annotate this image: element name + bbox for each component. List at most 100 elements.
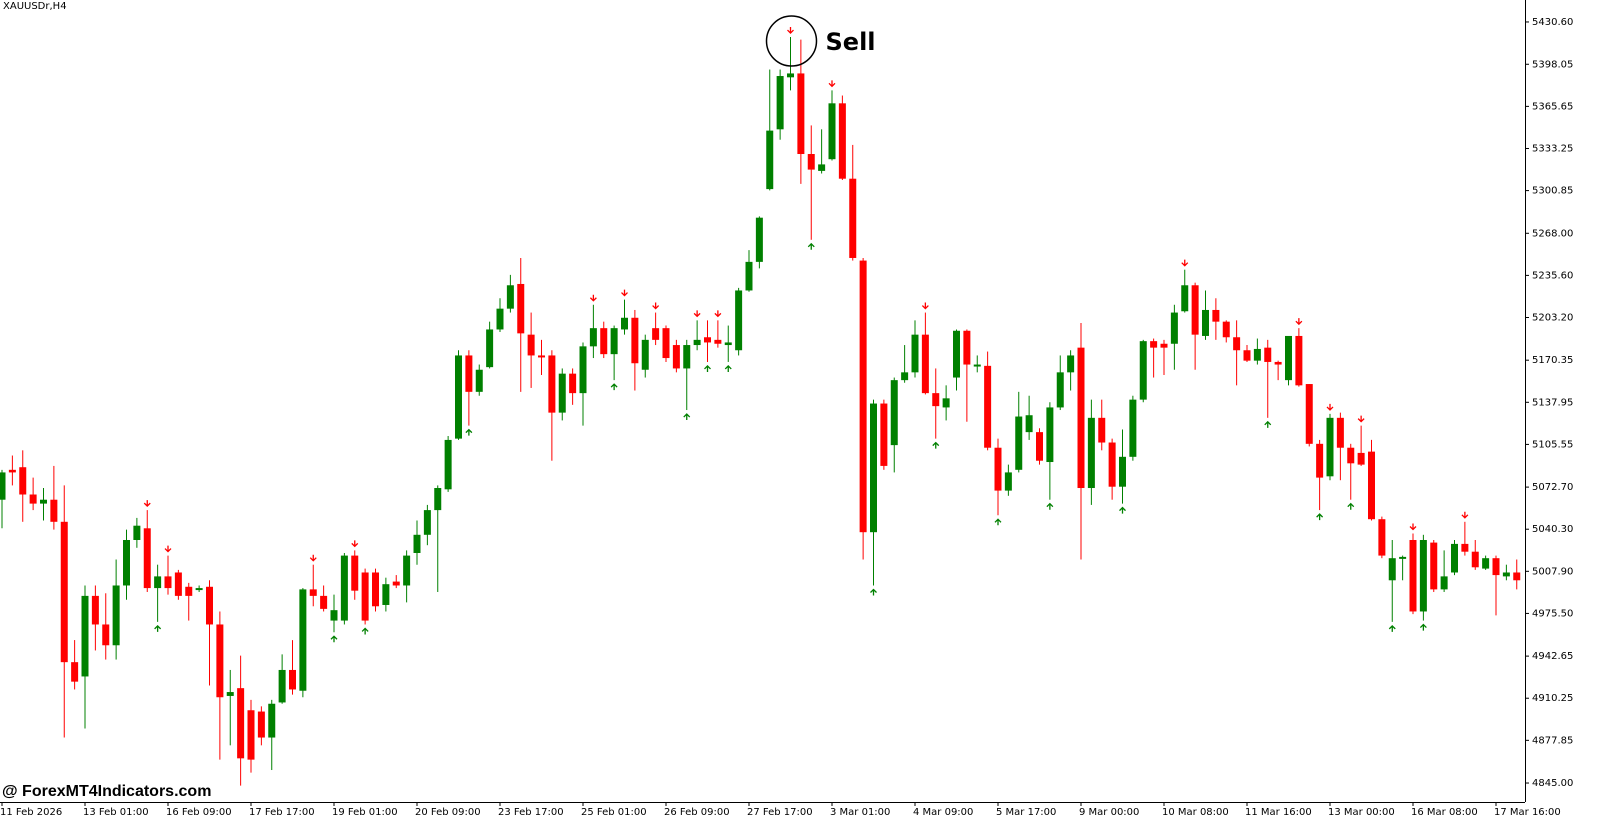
- candle-body: [600, 328, 608, 355]
- x-tick-label: 20 Feb 09:00: [415, 807, 481, 818]
- buy-arrow: [610, 383, 618, 391]
- buy-arrow: [330, 635, 338, 643]
- y-tick-label: 5398.05: [1532, 59, 1573, 70]
- y-tick-label: 5365.65: [1532, 101, 1573, 112]
- candle-body: [1046, 407, 1054, 463]
- candle-body: [1274, 361, 1282, 365]
- y-tick-label: 5300.85: [1532, 186, 1573, 197]
- candle-body: [434, 488, 442, 511]
- candle-body: [1015, 416, 1023, 470]
- candle-body: [683, 345, 691, 369]
- candle-body: [631, 317, 639, 364]
- candle-body: [382, 584, 390, 605]
- candle-body: [247, 710, 255, 760]
- candle-body: [828, 103, 836, 160]
- candle-body: [164, 576, 172, 589]
- y-tick-label: 5137.95: [1532, 397, 1573, 408]
- candle-body: [1419, 539, 1427, 612]
- candle-body: [1243, 350, 1251, 361]
- x-tick-label: 23 Feb 17:00: [498, 807, 564, 818]
- candle-body: [1357, 452, 1365, 465]
- candle-body: [506, 285, 514, 309]
- y-tick-label: 4975.50: [1532, 608, 1573, 619]
- candle-body: [610, 328, 618, 355]
- candle-body: [849, 178, 857, 258]
- candle-body: [1004, 472, 1012, 491]
- candle-body: [787, 73, 794, 78]
- candle-body: [1077, 347, 1085, 489]
- candle-body: [465, 355, 473, 392]
- candle-body: [1295, 335, 1303, 386]
- candle-body: [724, 342, 732, 346]
- x-tick-label: 5 Mar 17:00: [996, 807, 1056, 818]
- annotation-circle: [765, 15, 818, 67]
- y-tick-label: 4845.00: [1532, 778, 1573, 789]
- candle-body: [475, 369, 483, 392]
- candle-body: [361, 572, 369, 621]
- candle-body: [1160, 343, 1168, 348]
- buy-arrow: [1347, 502, 1355, 510]
- x-tick-label: 16 Feb 09:00: [166, 807, 232, 818]
- candle-body: [901, 372, 909, 381]
- candle-body: [641, 339, 649, 370]
- sell-arrow: [1409, 523, 1417, 531]
- buy-arrow: [683, 413, 691, 421]
- candle-body: [1399, 556, 1407, 559]
- candle-body: [807, 154, 815, 170]
- candle-body: [527, 334, 535, 356]
- x-tick-label: 17 Mar 16:00: [1494, 807, 1561, 818]
- candle-body: [953, 330, 960, 378]
- candle-body: [1036, 432, 1043, 461]
- candle-body: [1440, 576, 1448, 590]
- y-tick-label: 5072.70: [1532, 482, 1573, 493]
- candle-body: [870, 403, 877, 533]
- candle-body: [278, 669, 286, 703]
- candle-body: [185, 586, 193, 596]
- candle-body: [268, 703, 276, 738]
- candle-body: [320, 595, 328, 609]
- x-tick-label: 11 Feb 2026: [0, 807, 62, 818]
- candle-body: [216, 624, 224, 698]
- candle-body: [226, 692, 234, 696]
- candle-body: [1482, 558, 1490, 569]
- x-tick-label: 11 Mar 16:00: [1245, 807, 1312, 818]
- candle-body: [340, 555, 348, 621]
- candle-body: [859, 260, 867, 533]
- candle-body: [693, 339, 701, 346]
- buy-arrow: [465, 428, 473, 436]
- buy-arrow: [1046, 502, 1054, 510]
- buy-arrow: [154, 624, 162, 632]
- x-tick-label: 25 Feb 01:00: [581, 807, 647, 818]
- x-tick-label: 3 Mar 01:00: [830, 807, 890, 818]
- buy-arrow: [994, 518, 1002, 526]
- candle-body: [963, 330, 971, 365]
- sell-arrow: [309, 554, 317, 562]
- y-tick-label: 4877.85: [1532, 735, 1573, 746]
- y-tick-label: 5203.20: [1532, 312, 1573, 323]
- candle-body: [351, 555, 359, 591]
- candle-body: [984, 365, 992, 448]
- candle-body: [174, 572, 182, 596]
- candle-body: [1119, 456, 1126, 487]
- sell-arrow: [921, 302, 929, 310]
- candle-body: [81, 595, 89, 677]
- candle-body: [1056, 372, 1064, 408]
- candle-body: [1336, 417, 1344, 448]
- y-tick-label: 4910.25: [1532, 693, 1573, 704]
- candle-body: [496, 308, 504, 330]
- candle-body: [735, 290, 743, 351]
- candle-body: [589, 328, 597, 347]
- x-tick-label: 16 Mar 08:00: [1411, 807, 1478, 818]
- candle-body: [29, 494, 37, 504]
- candle-body: [714, 339, 722, 344]
- candle-body: [942, 398, 950, 408]
- candle-body: [455, 355, 462, 439]
- candle-body: [1025, 415, 1033, 433]
- annotation-text: Sell: [826, 28, 876, 56]
- candle-body: [1264, 347, 1272, 362]
- y-tick-label: 5170.35: [1532, 355, 1573, 366]
- candle-body: [704, 337, 711, 343]
- candle-body: [330, 610, 338, 621]
- candle-body: [1150, 341, 1158, 348]
